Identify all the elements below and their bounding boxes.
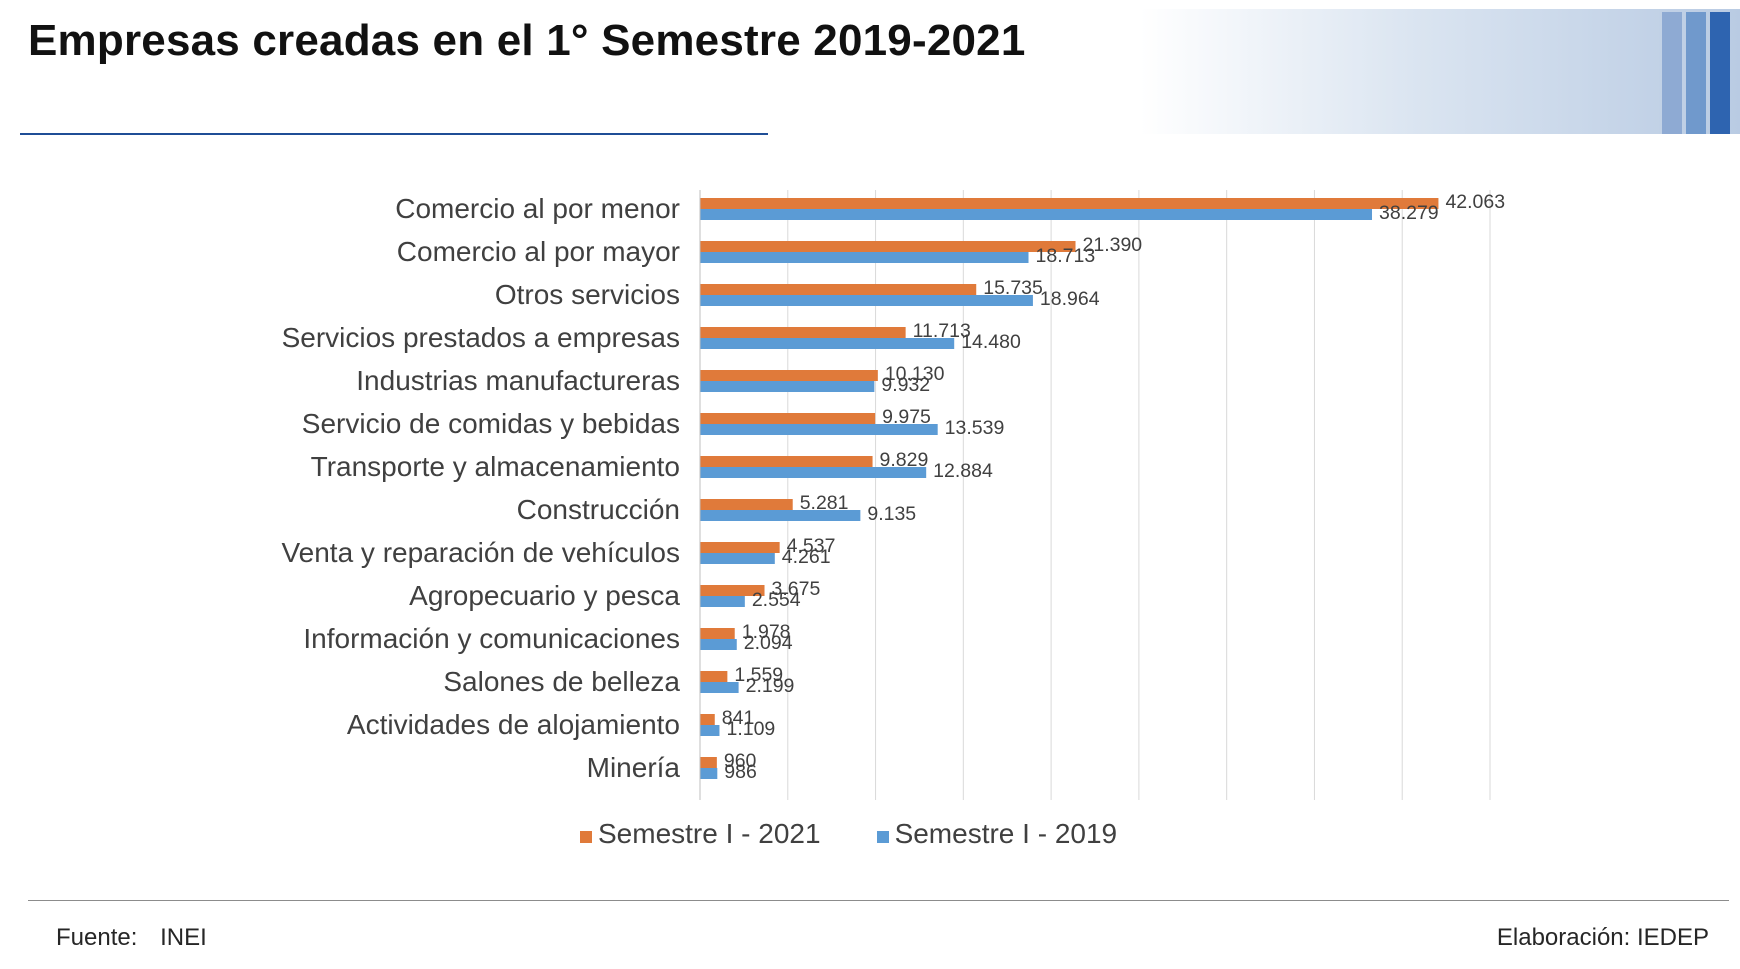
data-label-2019: 2.199 bbox=[746, 675, 795, 697]
category-label: Transporte y almacenamiento bbox=[311, 451, 680, 482]
category-label: Comercio al por menor bbox=[395, 193, 680, 224]
legend-label-2021: Semestre I - 2021 bbox=[598, 818, 821, 849]
bar-2019 bbox=[700, 295, 1033, 306]
bar-2019 bbox=[700, 682, 739, 693]
data-label-2019: 38.279 bbox=[1379, 202, 1439, 224]
bar-2021 bbox=[700, 585, 765, 596]
category-label: Venta y reparación de vehículos bbox=[282, 537, 680, 568]
data-label-2019: 1.109 bbox=[726, 718, 775, 740]
bar-2021 bbox=[700, 499, 793, 510]
legend-item-2019: Semestre I - 2019 bbox=[876, 818, 1118, 850]
bar-2019 bbox=[700, 467, 927, 478]
legend-item-2021: Semestre I - 2021 bbox=[580, 818, 821, 850]
data-label-2021: 11.713 bbox=[913, 320, 971, 342]
bar-2021 bbox=[700, 284, 977, 295]
bar-2021 bbox=[700, 757, 717, 768]
bar-2019 bbox=[700, 424, 938, 435]
data-label-2021: 1.559 bbox=[734, 664, 783, 686]
data-label-2021: 10.130 bbox=[885, 363, 945, 385]
bar-2019 bbox=[700, 338, 955, 349]
data-label-2019: 9.135 bbox=[867, 503, 916, 525]
data-label-2021: 15.735 bbox=[983, 277, 1043, 299]
data-label-2019: 12.884 bbox=[933, 460, 993, 482]
bar-2021 bbox=[700, 241, 1076, 252]
bar-2021 bbox=[700, 327, 906, 338]
category-label: Servicios prestados a empresas bbox=[282, 322, 680, 353]
data-label-2021: 3.675 bbox=[772, 578, 821, 600]
category-label: Salones de belleza bbox=[443, 666, 680, 697]
legend-swatch-2021 bbox=[580, 831, 592, 843]
category-label: Información y comunicaciones bbox=[303, 623, 680, 654]
category-label: Agropecuario y pesca bbox=[409, 580, 680, 611]
title-underline bbox=[20, 133, 768, 135]
header-stripe-dark bbox=[1710, 12, 1730, 134]
bar-2021 bbox=[700, 671, 728, 682]
bar-2021 bbox=[700, 456, 873, 467]
bar-2019 bbox=[700, 725, 720, 736]
header-stripe-light bbox=[1662, 12, 1682, 134]
data-label-2021: 4.537 bbox=[787, 535, 836, 557]
bar-2019 bbox=[700, 596, 745, 607]
credit-note: Elaboración: IEDEP bbox=[1496, 924, 1709, 951]
data-label-2021: 841 bbox=[722, 707, 755, 729]
bar-2021 bbox=[700, 198, 1439, 209]
data-label-2021: 960 bbox=[724, 750, 757, 772]
bar-2019 bbox=[700, 510, 861, 521]
category-label: Actividades de alojamiento bbox=[347, 709, 680, 740]
bar-2021 bbox=[700, 413, 876, 424]
category-label: Servicio de comidas y bebidas bbox=[302, 408, 680, 439]
bar-2019 bbox=[700, 209, 1373, 220]
category-label: Comercio al por mayor bbox=[397, 236, 680, 267]
bar-2021 bbox=[700, 628, 735, 639]
data-label-2019: 18.964 bbox=[1040, 288, 1100, 310]
data-label-2019: 14.480 bbox=[961, 331, 1021, 353]
data-label-2019: 986 bbox=[724, 761, 757, 783]
data-label-2019: 9.932 bbox=[881, 374, 930, 396]
data-label-2019: 13.539 bbox=[945, 417, 1005, 439]
data-label-2021: 9.829 bbox=[880, 449, 929, 471]
data-label-2021: 9.975 bbox=[882, 406, 931, 428]
header-stripe-mid bbox=[1686, 12, 1706, 134]
page-title: Empresas creadas en el 1° Semestre 2019-… bbox=[28, 16, 1026, 65]
header-gradient-banner bbox=[1140, 9, 1740, 134]
source-note: Fuente: INEI bbox=[56, 924, 207, 952]
legend-swatch-2019 bbox=[876, 831, 889, 843]
category-label: Otros servicios bbox=[495, 279, 680, 310]
footer-divider bbox=[28, 900, 1729, 901]
data-label-2021: 1.978 bbox=[742, 621, 791, 643]
data-label-2019: 4.261 bbox=[782, 546, 831, 568]
data-label-2019: 2.554 bbox=[752, 589, 801, 611]
chart-legend: Semestre I - 2021 Semestre I - 2019 bbox=[580, 818, 1117, 850]
bar-2021 bbox=[700, 542, 780, 553]
category-label: Industrias manufactureras bbox=[356, 365, 680, 396]
bar-2021 bbox=[700, 714, 715, 725]
bar-chart: Comercio al por menor 42.063 38.279 Comerci… bbox=[282, 190, 1505, 800]
data-label-2021: 21.390 bbox=[1083, 234, 1143, 256]
bar-2019 bbox=[700, 768, 718, 779]
data-label-2021: 5.281 bbox=[800, 492, 849, 514]
bar-2021 bbox=[700, 370, 878, 381]
bar-2019 bbox=[700, 381, 875, 392]
bar-2019 bbox=[700, 639, 737, 650]
legend-label-2019: Semestre I - 2019 bbox=[894, 818, 1118, 849]
category-label: Minería bbox=[587, 752, 681, 783]
category-label: Construcción bbox=[517, 494, 680, 525]
bar-2019 bbox=[700, 252, 1029, 263]
source-value: INEI bbox=[160, 924, 207, 951]
bar-2019 bbox=[700, 553, 775, 564]
data-label-2021: 42.063 bbox=[1445, 191, 1505, 213]
data-label-2019: 18.713 bbox=[1036, 245, 1096, 267]
source-label: Fuente: bbox=[56, 924, 138, 951]
data-label-2019: 2.094 bbox=[744, 632, 793, 654]
